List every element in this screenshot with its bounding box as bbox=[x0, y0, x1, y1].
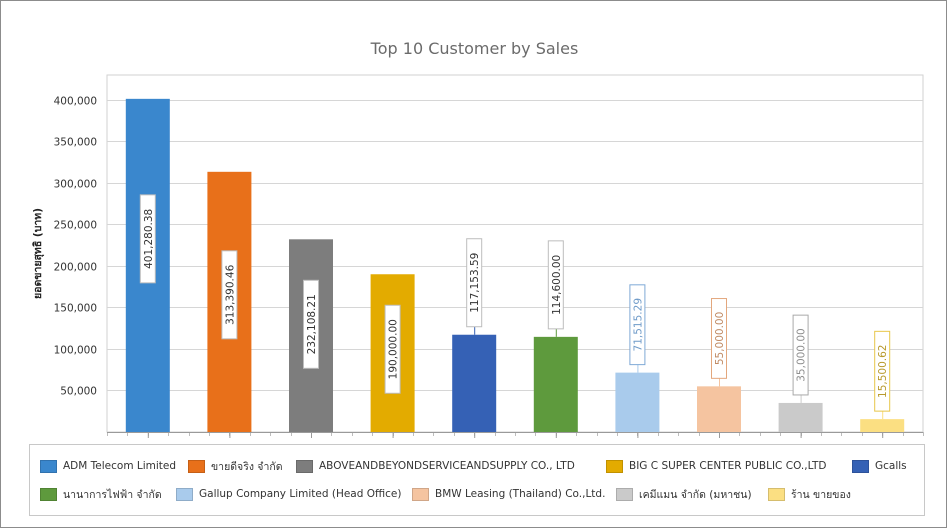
legend-label: นานาการไฟฟ้า จำกัด bbox=[63, 488, 162, 501]
y-tick-label: 250,000 bbox=[54, 220, 97, 232]
data-label-box bbox=[711, 298, 727, 379]
data-label: 401,280.38 bbox=[143, 209, 155, 269]
legend-swatch bbox=[852, 459, 869, 473]
legend-item: BMW Leasing (Thailand) Co.,Ltd. bbox=[412, 487, 605, 501]
legend-label: Gcalls bbox=[875, 460, 907, 472]
legend-label: เคมีแมน จำกัด (มหาชน) bbox=[639, 488, 752, 501]
y-tick-label: 50,000 bbox=[60, 386, 97, 398]
y-tick-label: 350,000 bbox=[54, 137, 97, 149]
y-tick-label: 300,000 bbox=[54, 179, 97, 191]
data-label-box bbox=[466, 238, 483, 328]
legend-label: BMW Leasing (Thailand) Co.,Ltd. bbox=[435, 488, 606, 500]
legend-swatch bbox=[188, 459, 205, 473]
legend-item: เคมีแมน จำกัด (มหาชน) bbox=[616, 487, 752, 501]
legend-label: ADM Telecom Limited bbox=[63, 460, 177, 472]
data-label: 114,600.00 bbox=[551, 255, 563, 315]
legend-swatch bbox=[40, 487, 57, 501]
legend-swatch bbox=[296, 459, 313, 473]
legend-item: Gallup Company Limited (Head Office) bbox=[176, 487, 401, 501]
legend-item: นานาการไฟฟ้า จำกัด bbox=[40, 487, 162, 501]
legend-item: ขายดีจริง จำกัด bbox=[188, 459, 283, 473]
data-label: 232,108.21 bbox=[306, 294, 318, 354]
chart-title: Top 10 Customer by Sales bbox=[370, 39, 579, 58]
data-label: 55,000.00 bbox=[714, 312, 726, 365]
data-label-box bbox=[547, 240, 564, 330]
legend-item: ADM Telecom Limited bbox=[40, 459, 176, 473]
legend-item: BIG C SUPER CENTER PUBLIC CO.,LTD bbox=[606, 459, 826, 473]
legend-label: BIG C SUPER CENTER PUBLIC CO.,LTD bbox=[629, 460, 827, 472]
data-label-box bbox=[629, 284, 646, 366]
legend-item: ร้าน ขายของ bbox=[768, 487, 851, 501]
legend-label: ABOVEANDBEYONDSERVICEANDSUPPLY CO., LTD bbox=[319, 460, 575, 472]
legend-swatch bbox=[606, 459, 623, 473]
bar bbox=[615, 372, 660, 432]
legend-swatch bbox=[616, 487, 633, 501]
y-tick-label: 400,000 bbox=[54, 96, 97, 108]
legend-swatch bbox=[412, 487, 429, 501]
bar bbox=[697, 386, 741, 432]
legend: ADM Telecom Limited ขายดีจริง จำกัด ABOVEA… bbox=[29, 444, 925, 516]
legend-label: Gallup Company Limited (Head Office) bbox=[199, 488, 402, 500]
y-tick-label: 100,000 bbox=[54, 345, 97, 357]
y-tick-label: 150,000 bbox=[54, 303, 97, 315]
data-label-box bbox=[221, 250, 238, 340]
bar bbox=[452, 334, 497, 432]
data-label: 15,500.62 bbox=[877, 345, 889, 398]
legend-item: Gcalls bbox=[852, 459, 907, 473]
data-label-box bbox=[139, 194, 156, 284]
data-label-box bbox=[303, 279, 319, 369]
data-label: 71,515.29 bbox=[632, 298, 644, 351]
data-label: 190,000.00 bbox=[388, 319, 400, 379]
data-label-box bbox=[792, 314, 809, 396]
y-axis-label: ยอดขายสุทธิ (บาท) bbox=[32, 208, 45, 299]
data-label: 313,390.46 bbox=[224, 264, 236, 324]
data-label: 35,000.00 bbox=[796, 328, 808, 381]
legend-swatch bbox=[176, 487, 193, 501]
data-label-box bbox=[874, 330, 891, 412]
legend-label: ขายดีจริง จำกัด bbox=[211, 460, 283, 473]
bar bbox=[778, 402, 823, 432]
legend-swatch bbox=[40, 459, 57, 473]
legend-label: ร้าน ขายของ bbox=[791, 488, 851, 501]
y-tick-label: 200,000 bbox=[54, 262, 97, 274]
data-label-box bbox=[384, 304, 401, 394]
bar bbox=[860, 419, 905, 432]
legend-item: ABOVEANDBEYONDSERVICEANDSUPPLY CO., LTD bbox=[296, 459, 575, 473]
data-label: 117,153.59 bbox=[469, 253, 481, 313]
bar bbox=[533, 336, 578, 432]
legend-swatch bbox=[768, 487, 785, 501]
